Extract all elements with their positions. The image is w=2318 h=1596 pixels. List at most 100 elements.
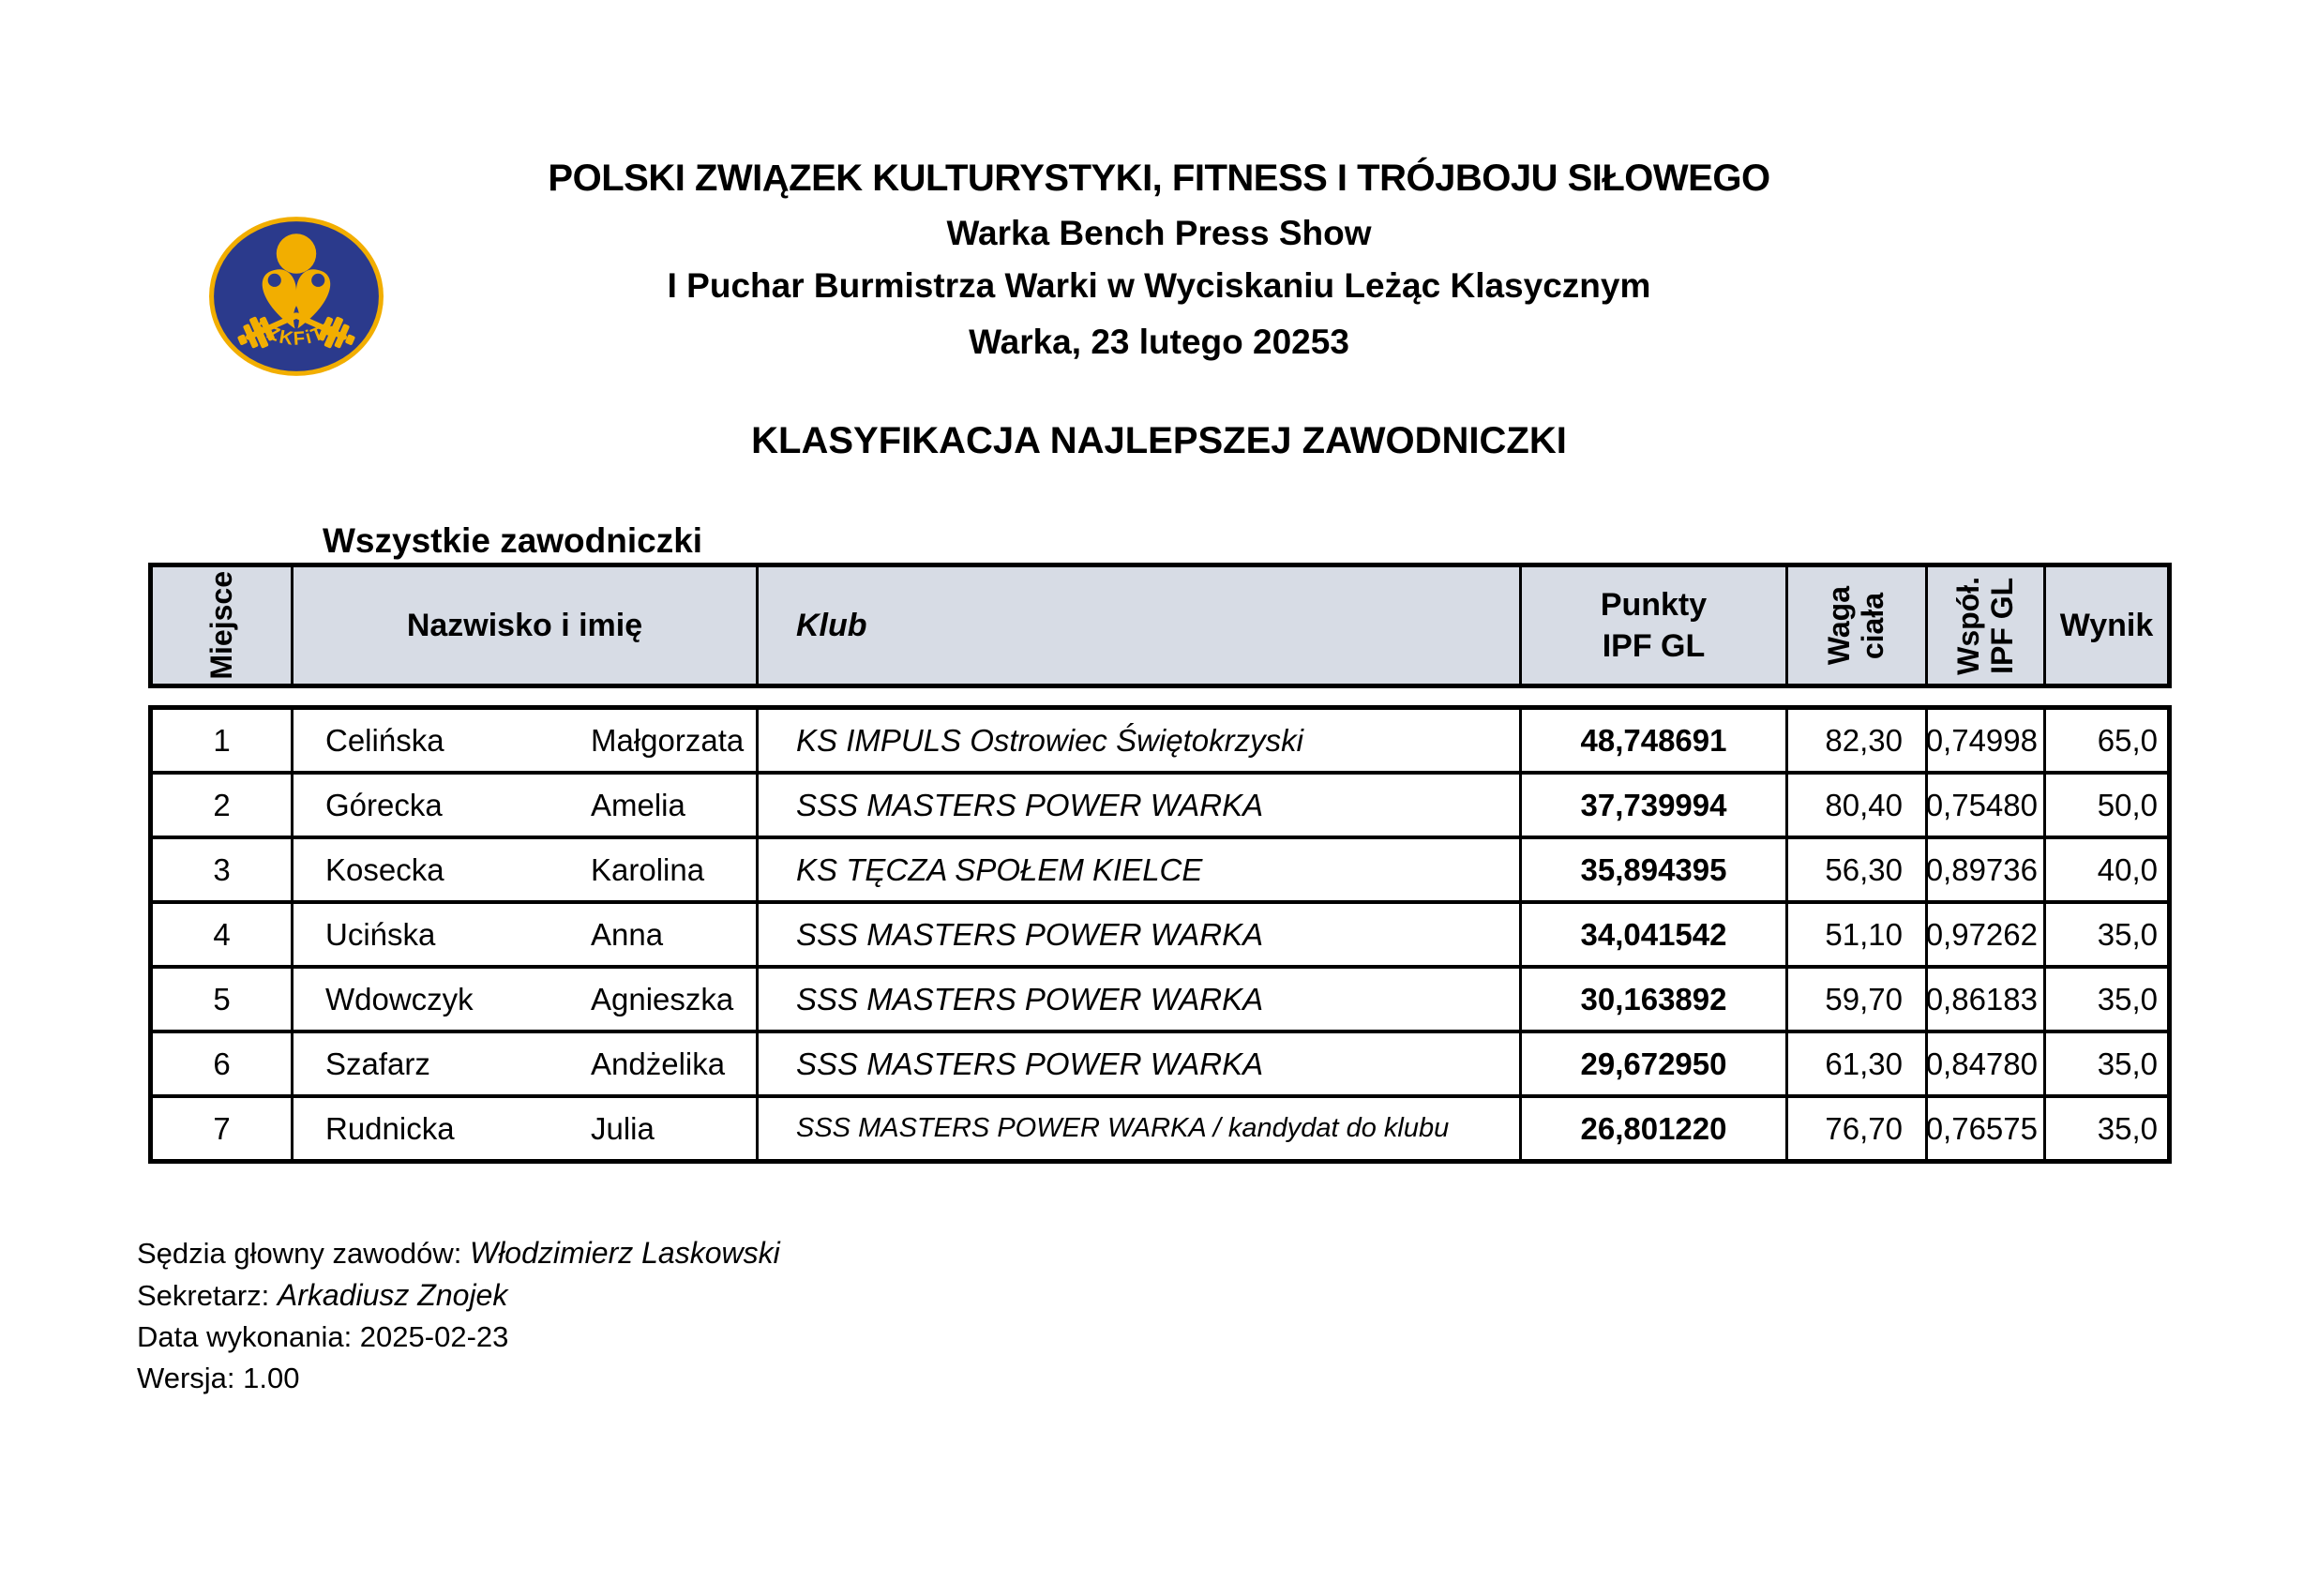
surname: Celińska <box>325 722 444 758</box>
club-value: SSS MASTERS POWER WARKA <box>759 1033 1522 1094</box>
bodyweight-value: 56,30 <box>1788 839 1928 900</box>
results-table-header: Miejsce Nazwisko i imię Klub Punkty IPF … <box>148 563 2172 688</box>
table-caption: Wszystkie zawodniczki <box>323 521 703 560</box>
table-row: 2 Górecka Amelia SSS MASTERS POWER WARKA… <box>153 775 2167 839</box>
coefficient-value: 0,84780 <box>1928 1033 2046 1094</box>
firstname: Anna <box>591 916 664 952</box>
name-cell: Ucińska Anna <box>294 904 759 965</box>
place-value: 2 <box>153 775 294 836</box>
coefficient-value: 0,76575 <box>1928 1098 2046 1159</box>
result-value: 35,0 <box>2097 916 2158 952</box>
footer-date-line: Data wykonania: 2025-02-23 <box>137 1320 509 1353</box>
logo-right-hand-hole <box>311 273 325 287</box>
section-title: KLASYFIKACJA NAJLEPSZEJ ZAWODNICZKI <box>751 420 1567 461</box>
coefficient-value: 0,97262 <box>1928 904 2046 965</box>
result-value: 40,0 <box>2097 851 2158 887</box>
place-value: 4 <box>153 904 294 965</box>
footer-version-line: Wersja: 1.00 <box>137 1362 300 1394</box>
header-place: Miejsce <box>153 567 294 684</box>
surname: Ucińska <box>325 916 436 952</box>
place-value: 1 <box>153 710 294 771</box>
event-subtitle: I Puchar Burmistrza Warki w Wyciskaniu L… <box>667 266 1651 305</box>
bodyweight-value: 59,70 <box>1788 969 1928 1030</box>
result-value: 35,0 <box>2097 1046 2158 1081</box>
logo-heart-notch <box>293 306 300 334</box>
header-coefficient: Współ. IPF GL <box>1928 567 2046 684</box>
surname: Wdowczyk <box>325 981 474 1016</box>
bodyweight-value: 76,70 <box>1788 1098 1928 1159</box>
points-value: 35,894395 <box>1522 839 1788 900</box>
club-value: KS IMPULS Ostrowiec Świętokrzyski <box>759 710 1522 771</box>
logo-right-dumbbell <box>293 312 355 349</box>
place-value: 5 <box>153 969 294 1030</box>
points-value: 48,748691 <box>1522 710 1788 771</box>
bodyweight-value: 61,30 <box>1788 1033 1928 1094</box>
firstname: Karolina <box>591 851 705 887</box>
secretary-label: Sekretarz: <box>137 1279 270 1312</box>
place-value: 3 <box>153 839 294 900</box>
secretary-name: Arkadiusz Znojek <box>277 1278 508 1312</box>
event-title: Warka Bench Press Show <box>946 214 1372 252</box>
judge-name: Włodzimierz Laskowski <box>469 1236 780 1270</box>
firstname: Małgorzata <box>591 722 745 758</box>
result-value: 35,0 <box>2097 981 2158 1016</box>
table-row: 4 Ucińska Anna SSS MASTERS POWER WARKA 3… <box>153 904 2167 969</box>
points-value: 26,801220 <box>1522 1098 1788 1159</box>
surname: Rudnicka <box>325 1110 455 1146</box>
firstname: Amelia <box>591 787 685 822</box>
table-row: 7 Rudnicka Julia SSS MASTERS POWER WARKA… <box>153 1098 2167 1159</box>
club-value: SSS MASTERS POWER WARKA <box>759 969 1522 1030</box>
points-value: 29,672950 <box>1522 1033 1788 1094</box>
logo-left-dumbbell <box>237 312 300 349</box>
club-value: SSS MASTERS POWER WARKA / kandydat do kl… <box>759 1098 1522 1159</box>
place-value: 6 <box>153 1033 294 1094</box>
event-date: Warka, 23 lutego 20253 <box>969 323 1349 361</box>
table-row: 1 Celińska Małgorzata KS IMPULS Ostrowie… <box>153 710 2167 775</box>
header-result: Wynik <box>2059 607 2154 643</box>
club-value: KS TĘCZA SPOŁEM KIELCE <box>759 839 1522 900</box>
footer: Sędzia głowny zawodów: Włodzimierz Lasko… <box>137 1232 780 1399</box>
name-cell: Celińska Małgorzata <box>294 710 759 771</box>
coefficient-value: 0,74998 <box>1928 710 2046 771</box>
firstname: Julia <box>591 1110 655 1146</box>
result-value: 50,0 <box>2097 787 2158 822</box>
result-value: 35,0 <box>2097 1110 2158 1146</box>
surname: Górecka <box>325 787 443 822</box>
result-value: 65,0 <box>2097 722 2158 758</box>
surname: Kosecka <box>325 851 444 887</box>
table-row: 3 Kosecka Karolina KS TĘCZA SPOŁEM KIELC… <box>153 839 2167 904</box>
header-name: Nazwisko i imię <box>294 567 759 684</box>
points-value: 30,163892 <box>1522 969 1788 1030</box>
bodyweight-value: 82,30 <box>1788 710 1928 771</box>
logo-figure-head <box>276 233 317 274</box>
club-value: SSS MASTERS POWER WARKA <box>759 775 1522 836</box>
header-club: Klub <box>759 567 1522 684</box>
organization-title: POLSKI ZWIĄZEK KULTURYSTYKI, FITNESS I T… <box>548 158 1770 199</box>
club-value: SSS MASTERS POWER WARKA <box>759 904 1522 965</box>
coefficient-value: 0,75480 <box>1928 775 2046 836</box>
name-cell: Szafarz Andżelika <box>294 1033 759 1094</box>
bodyweight-value: 51,10 <box>1788 904 1928 965</box>
points-value: 37,739994 <box>1522 775 1788 836</box>
table-row: 5 Wdowczyk Agnieszka SSS MASTERS POWER W… <box>153 969 2167 1033</box>
footer-secretary-line: Sekretarz: Arkadiusz Znojek <box>137 1274 780 1317</box>
place-value: 7 <box>153 1098 294 1159</box>
pzkfits-logo: PZKFiTS <box>209 217 384 376</box>
header-points: Punkty IPF GL <box>1522 567 1788 684</box>
surname: Szafarz <box>325 1046 430 1081</box>
coefficient-value: 0,86183 <box>1928 969 2046 1030</box>
name-cell: Wdowczyk Agnieszka <box>294 969 759 1030</box>
points-value: 34,041542 <box>1522 904 1788 965</box>
coefficient-value: 0,89736 <box>1928 839 2046 900</box>
name-cell: Rudnicka Julia <box>294 1098 759 1159</box>
judge-label: Sędzia głowny zawodów: <box>137 1237 462 1270</box>
name-cell: Górecka Amelia <box>294 775 759 836</box>
table-row: 6 Szafarz Andżelika SSS MASTERS POWER WA… <box>153 1033 2167 1098</box>
bodyweight-value: 80,40 <box>1788 775 1928 836</box>
firstname: Andżelika <box>591 1046 726 1081</box>
footer-judge-line: Sędzia głowny zawodów: Włodzimierz Lasko… <box>137 1232 780 1274</box>
firstname: Agnieszka <box>591 981 734 1016</box>
results-table-body: 1 Celińska Małgorzata KS IMPULS Ostrowie… <box>148 705 2172 1164</box>
logo-left-hand-hole <box>267 273 281 287</box>
header-bodyweight: Waga ciała <box>1788 567 1928 684</box>
